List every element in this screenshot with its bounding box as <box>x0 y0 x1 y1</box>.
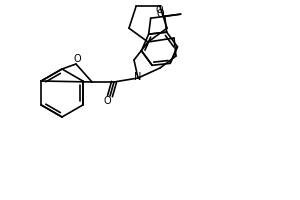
Text: O: O <box>157 9 164 19</box>
Text: O: O <box>73 54 81 64</box>
Text: O: O <box>103 96 111 106</box>
Text: O: O <box>156 5 164 15</box>
Text: N: N <box>134 72 142 82</box>
